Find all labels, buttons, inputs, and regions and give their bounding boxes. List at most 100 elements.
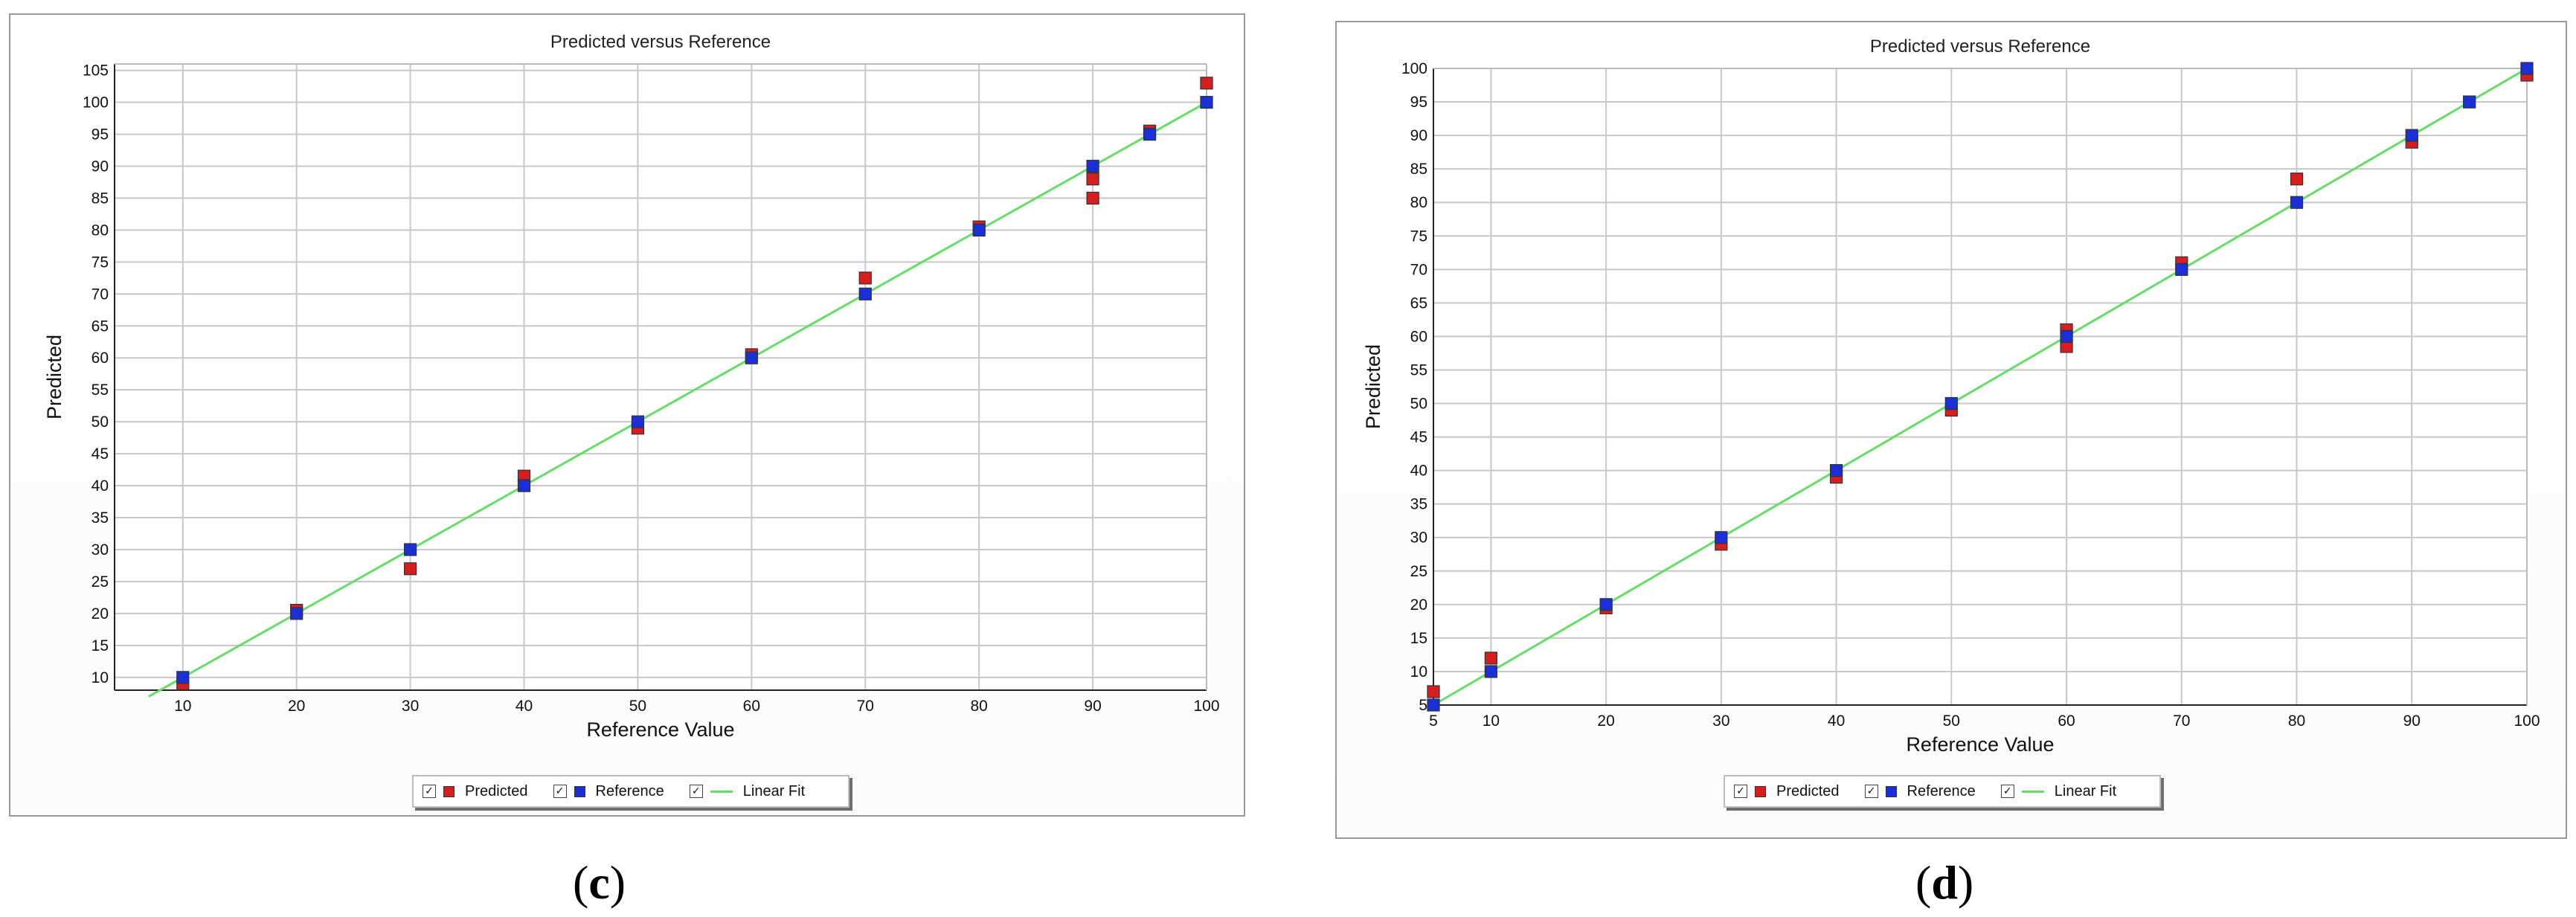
reference-point: [2175, 263, 2188, 276]
x-tick-label: 5: [1429, 712, 1438, 730]
x-tick-label: 70: [2173, 712, 2190, 730]
y-tick-label: 55: [1410, 361, 1427, 379]
y-tick-label: 105: [83, 62, 109, 80]
legend-item-linear-fit[interactable]: ✓ Linear Fit: [689, 782, 806, 800]
reference-point: [290, 607, 303, 620]
predicted-point: [1427, 685, 1440, 698]
x-tick-label: 40: [515, 698, 533, 715]
predicted-point: [1200, 77, 1213, 90]
legend-checkbox[interactable]: ✓: [2000, 785, 2014, 798]
x-tick-label: 10: [1483, 712, 1500, 730]
chart-panel-c: 10 20 30 40 50 60 70 80 90 100 10 15 20 25 30 35 40 45 50 5…: [9, 13, 1245, 817]
y-tick-label: 35: [91, 509, 109, 527]
y-tick-label: 70: [1410, 261, 1427, 278]
legend-checkbox[interactable]: ✓: [1864, 785, 1878, 798]
y-axis-label: Predicted: [43, 335, 65, 419]
legend-item-predicted[interactable]: ✓ Predicted: [1734, 783, 1840, 800]
y-tick-label: 25: [91, 573, 109, 591]
linear-fit-line: [148, 101, 1207, 698]
legend-item-reference[interactable]: ✓ Reference: [1864, 782, 1976, 800]
caption-c: (c): [573, 856, 626, 909]
chart-d-svg: 5 10 20 30 40 50 60 70 80 90 100 5 10 15 20 25 30 35 40 45 5…: [1362, 36, 2540, 756]
y-tick-label: 60: [91, 350, 109, 367]
legend-label: Predicted: [1776, 782, 1840, 799]
reference-point: [1200, 95, 1213, 109]
legend-item-predicted[interactable]: ✓ Predicted: [423, 783, 528, 800]
y-tick-label: 100: [1401, 60, 1427, 77]
y-tick-label: 40: [91, 477, 109, 495]
x-tick-label: 20: [288, 698, 305, 715]
caption-d: (d): [1915, 856, 1974, 909]
reference-point: [403, 543, 417, 556]
chart-c-svg: 10 20 30 40 50 60 70 80 90 100 10 15 20 25 30 35 40 45 50 5…: [43, 32, 1220, 741]
y-tick-label: 45: [91, 445, 109, 463]
y-tick-label: 65: [91, 318, 109, 335]
y-tick-label: 85: [91, 190, 109, 207]
chart-title: Predicted versus Reference: [1870, 36, 2090, 57]
x-tick-label: 30: [402, 698, 419, 715]
legend-label: Predicted: [465, 782, 528, 799]
reference-point: [1829, 464, 1843, 477]
chart-panel-d: 5 10 20 30 40 50 60 70 80 90 100 5 10 15 20 25 30 35 40 45 5…: [1335, 21, 2567, 839]
x-tick-label: 50: [629, 698, 646, 715]
x-tick-label: 100: [1193, 698, 1219, 715]
reference-point: [2060, 329, 2073, 344]
y-tick-label: 20: [1410, 596, 1427, 614]
x-tick-label: 20: [1597, 712, 1614, 730]
x-tick-label: 70: [857, 698, 874, 715]
legend-line-swatch: [710, 790, 733, 793]
reference-point: [1484, 665, 1497, 678]
reference-point: [176, 671, 190, 684]
x-tick-label: 60: [2058, 712, 2075, 730]
reference-point: [517, 479, 531, 492]
y-tick-label: 75: [1410, 228, 1427, 245]
legend-square-swatch: [1885, 785, 1897, 797]
y-tick-label: 15: [91, 637, 109, 654]
legend-item-linear-fit[interactable]: ✓ Linear Fit: [2000, 783, 2116, 800]
y-tick-label: 70: [91, 286, 109, 303]
legend-item-reference[interactable]: ✓ Reference: [553, 783, 664, 800]
reference-point: [972, 223, 986, 237]
legend-checkbox[interactable]: ✓: [1734, 785, 1747, 798]
predicted-point: [1484, 651, 1497, 665]
y-tick-label: 10: [91, 669, 109, 686]
legend-square-swatch: [1755, 785, 1766, 797]
y-tick-label: 5: [1419, 697, 1427, 714]
reference-point: [2463, 95, 2476, 109]
legend-line-swatch: [2021, 790, 2044, 793]
legend-checkbox[interactable]: ✓: [689, 785, 703, 798]
plot-area: [115, 64, 1207, 690]
x-tick-label: 100: [2514, 712, 2540, 730]
y-tick-label: 50: [1410, 396, 1427, 413]
y-axis-label: Predicted: [1362, 344, 1384, 429]
legend-label: Reference: [1907, 782, 1976, 799]
y-tick-label: 90: [1410, 127, 1427, 144]
y-tick-label: 85: [1410, 161, 1427, 178]
x-axis-label: Reference Value: [1906, 733, 2054, 756]
legend-label: Linear Fit: [742, 782, 806, 799]
y-tick-label: 95: [1410, 94, 1427, 111]
y-tick-label: 15: [1410, 630, 1427, 647]
y-tick-label: 75: [91, 254, 109, 271]
y-tick-label: 40: [1410, 463, 1427, 480]
y-tick-label: 30: [1410, 530, 1427, 547]
reference-point: [1599, 598, 1613, 611]
y-tick-label: 60: [1410, 328, 1427, 345]
linear-fit-line: [1433, 67, 2528, 707]
x-axis-label: Reference Value: [586, 718, 734, 741]
y-tick-label: 30: [91, 541, 109, 559]
y-tick-label: 45: [1410, 429, 1427, 446]
x-tick-label: 30: [1712, 712, 1729, 730]
legend-d: ✓ Predicted ✓ Reference ✓ Linear Fit: [1724, 775, 2161, 808]
legend-checkbox[interactable]: ✓: [553, 785, 567, 798]
reference-point: [1086, 159, 1099, 173]
y-tick-label: 35: [1410, 496, 1427, 513]
x-tick-label: 50: [1943, 712, 1960, 730]
y-tick-label: 90: [91, 158, 109, 175]
y-tick-label: 50: [91, 414, 109, 431]
y-tick-label: 10: [1410, 663, 1427, 680]
x-tick-label: 60: [743, 698, 760, 715]
legend-checkbox[interactable]: ✓: [423, 785, 436, 798]
legend-label: Reference: [595, 782, 664, 799]
reference-point: [858, 287, 872, 300]
